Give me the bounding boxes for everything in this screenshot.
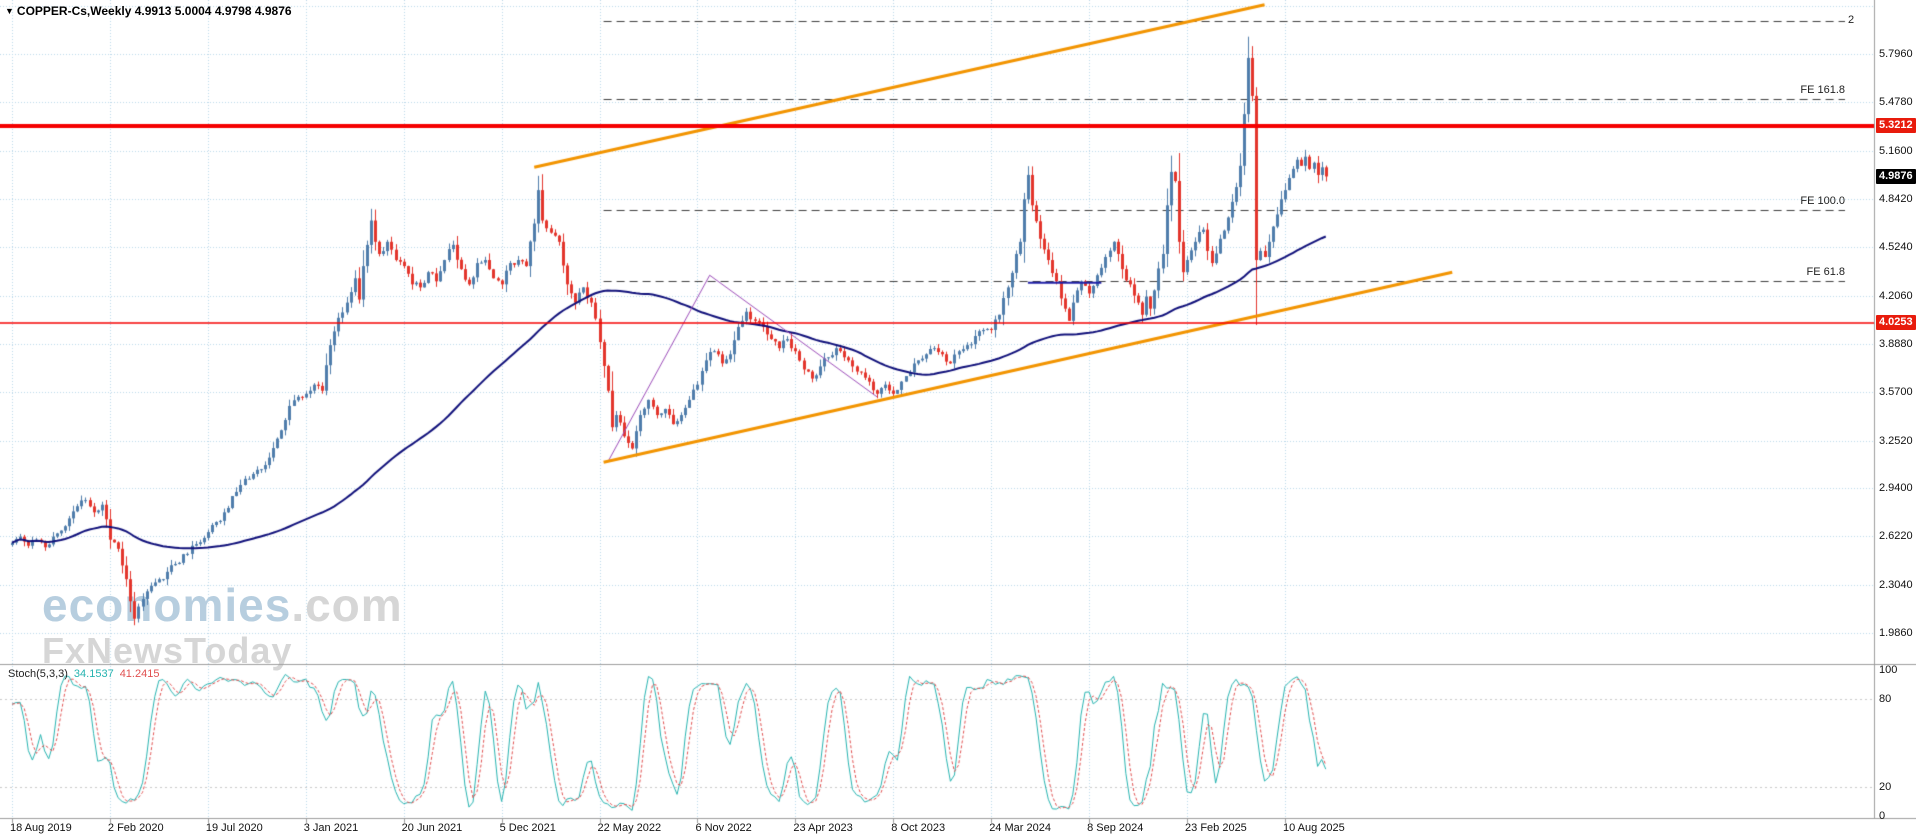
chart-canvas[interactable] <box>0 0 1916 840</box>
trading-chart-window: economies.com FxNewsToday ▼COPPER-Cs,Wee… <box>0 0 1916 840</box>
